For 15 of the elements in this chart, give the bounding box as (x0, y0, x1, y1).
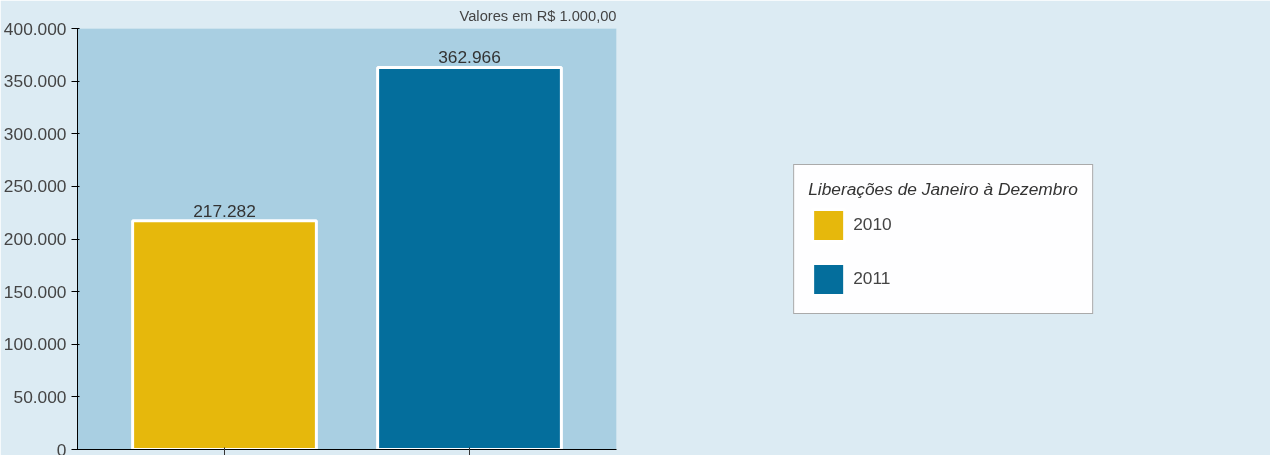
legend-title: Liberações de Janeiro à Dezembro (808, 178, 1078, 200)
y-tick-label: 150.000 (3, 281, 67, 302)
y-tick-label: 0 (56, 439, 67, 460)
y-tick-label: 250.000 (3, 176, 67, 197)
data-label: 217.282 (193, 200, 256, 221)
legend-label: 2011 (853, 268, 891, 289)
y-tick-label: 350.000 (3, 71, 67, 92)
text: Valores em R$ 1.000,00 (459, 7, 617, 24)
y-tick-label: 400.000 (3, 18, 67, 39)
legend-label: 2010 (853, 214, 892, 235)
y-tick-label: 300.000 (3, 123, 67, 144)
y-tick-label: 200.000 (3, 229, 67, 249)
y-tick-label: 100.000 (3, 334, 67, 355)
y-tick-label: 50.000 (13, 386, 67, 407)
data-label: 362.966 (438, 47, 501, 68)
